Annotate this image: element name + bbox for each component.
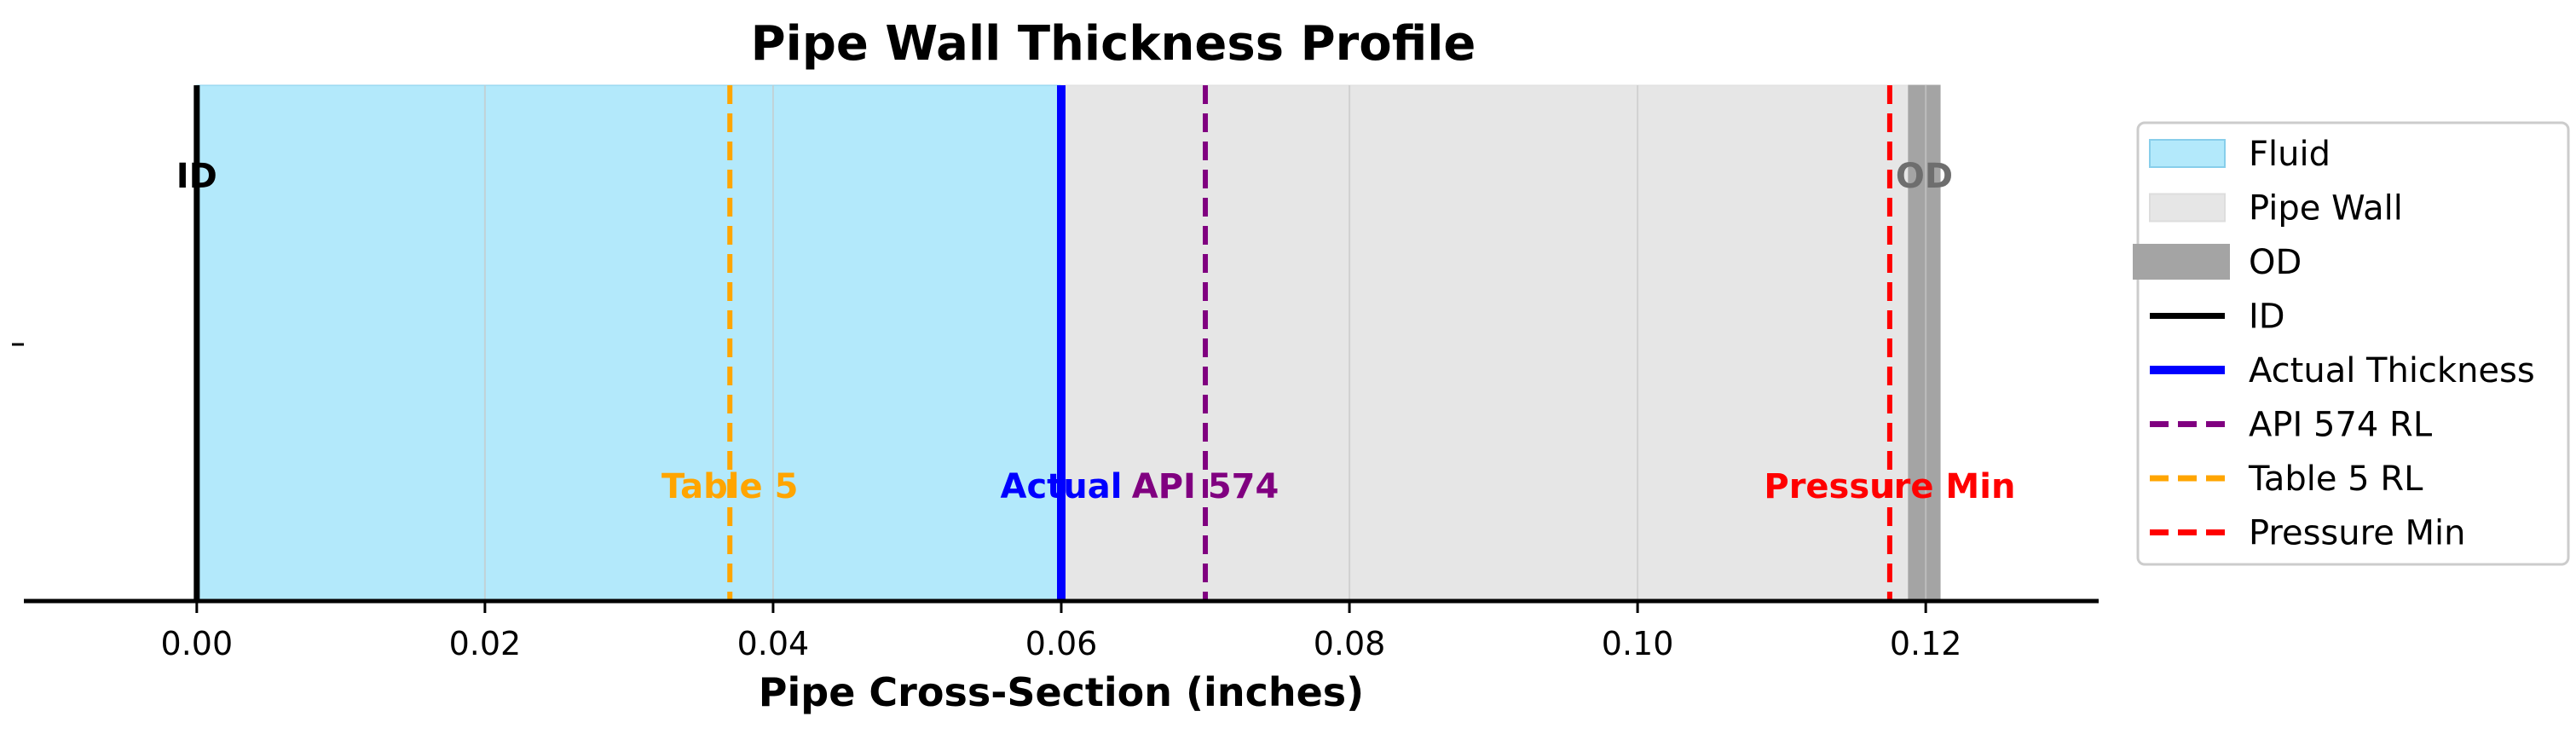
region-od [1908, 84, 1941, 602]
legend-label-od: OD [2249, 243, 2302, 282]
region-pipe-wall [1060, 84, 1909, 602]
x-tick-label-1: 0.02 [449, 625, 522, 662]
x-tick-label-0: 0.00 [161, 625, 234, 662]
legend-handle-od [2133, 244, 2230, 280]
legend-label-id: ID [2249, 298, 2285, 337]
x-tick-label-2: 0.04 [737, 625, 810, 662]
legend-label-fluid: Fluid [2249, 135, 2331, 174]
x-tick-label-6: 0.12 [1890, 625, 1962, 662]
label-api-574-rl: API 574 [1132, 467, 1279, 506]
label-pressure-min: Pressure Min [1764, 467, 2015, 506]
x-tick-label-5: 0.10 [1602, 625, 1674, 662]
label-table-5-rl: Table 5 [661, 467, 798, 506]
plot-area: ID Actual API 574 Table 5 Pressure Min OD 0.00… [12, 84, 2099, 662]
chart-title: Pipe Wall Thickness Profile [751, 16, 1476, 72]
legend-label-actual-thickness: Actual Thickness [2249, 351, 2535, 390]
legend-handle-pipe-wall [2149, 193, 2226, 223]
legend-label-table-5-rl: Table 5 RL [2248, 460, 2423, 499]
region-fluid [196, 84, 1062, 602]
x-axis-label: Pipe Cross-Section (inches) [759, 669, 1364, 715]
label-id: ID [176, 157, 217, 196]
legend-frame [2136, 121, 2570, 566]
x-tick-label-4: 0.08 [1314, 625, 1386, 662]
x-tick-label-3: 0.06 [1025, 625, 1098, 662]
legend-label-api-574-rl: API 574 RL [2249, 406, 2433, 445]
label-od: OD [1896, 157, 1953, 196]
label-actual-thickness: Actual [1001, 467, 1123, 506]
legend-label-pipe-wall: Pipe Wall [2249, 189, 2403, 228]
legend-handle-fluid [2149, 139, 2226, 168]
legend-label-pressure-min: Pressure Min [2249, 514, 2466, 553]
legend: Fluid Pipe Wall OD ID Actual Thickness API 57… [2133, 121, 2570, 566]
